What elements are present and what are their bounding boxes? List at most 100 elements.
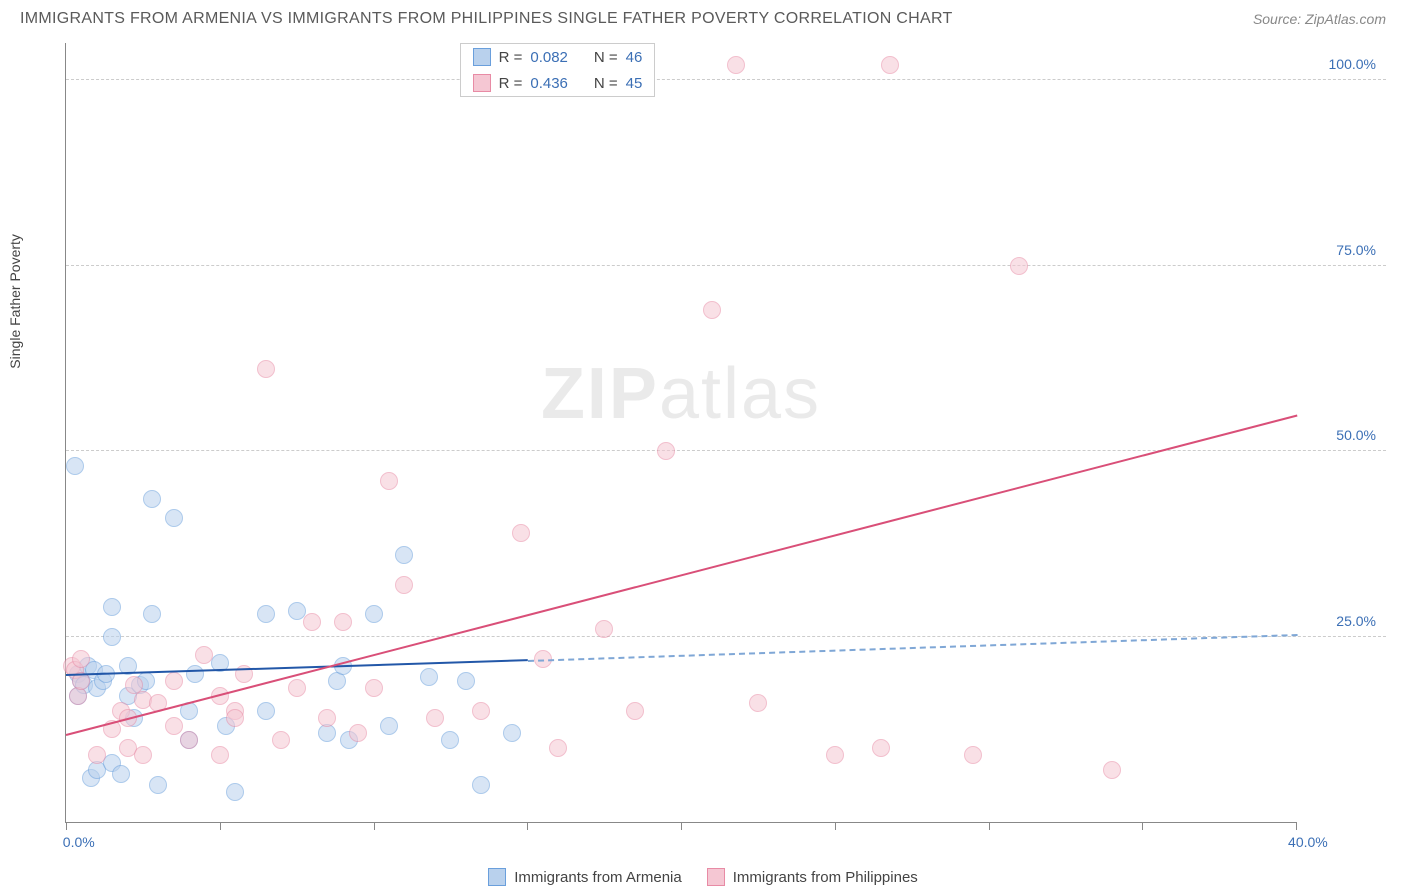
- x-tick-label: 0.0%: [63, 834, 95, 850]
- x-tick: [681, 822, 682, 830]
- data-point: [626, 702, 644, 720]
- data-point: [503, 724, 521, 742]
- data-point: [881, 56, 899, 74]
- data-point: [420, 668, 438, 686]
- header: IMMIGRANTS FROM ARMENIA VS IMMIGRANTS FR…: [0, 0, 1406, 33]
- data-point: [149, 776, 167, 794]
- data-point: [143, 605, 161, 623]
- x-tick-label: 40.0%: [1288, 834, 1328, 850]
- data-point: [395, 546, 413, 564]
- data-point: [472, 702, 490, 720]
- y-tick-label: 75.0%: [1336, 242, 1376, 258]
- legend-row: R = 0.082 N = 46: [461, 44, 655, 70]
- legend-r-label: R =: [499, 75, 523, 92]
- data-point: [964, 746, 982, 764]
- legend-swatch: [473, 48, 491, 66]
- x-tick: [527, 822, 528, 830]
- data-point: [512, 524, 530, 542]
- data-point: [211, 746, 229, 764]
- legend-label: Immigrants from Philippines: [733, 869, 918, 886]
- legend-item: Immigrants from Armenia: [488, 868, 682, 886]
- legend-r-value: 0.082: [530, 49, 568, 66]
- data-point: [180, 731, 198, 749]
- legend-swatch: [488, 868, 506, 886]
- data-point: [1103, 761, 1121, 779]
- data-point: [165, 672, 183, 690]
- data-point: [826, 746, 844, 764]
- data-point: [112, 765, 130, 783]
- data-point: [334, 613, 352, 631]
- legend-n-value: 46: [626, 49, 643, 66]
- chart-area: Single Father Poverty ZIPatlas R =0.082N…: [50, 33, 1386, 823]
- data-point: [143, 490, 161, 508]
- gridline: [66, 450, 1386, 451]
- data-point: [257, 605, 275, 623]
- x-tick: [66, 822, 67, 830]
- x-tick: [835, 822, 836, 830]
- x-tick: [374, 822, 375, 830]
- y-tick-label: 50.0%: [1336, 427, 1376, 443]
- gridline: [66, 265, 1386, 266]
- watermark: ZIPatlas: [541, 353, 821, 435]
- trend-line: [66, 414, 1297, 735]
- data-point: [457, 672, 475, 690]
- data-point: [195, 646, 213, 664]
- data-point: [165, 509, 183, 527]
- gridline: [66, 636, 1386, 637]
- data-point: [134, 746, 152, 764]
- data-point: [103, 598, 121, 616]
- data-point: [257, 360, 275, 378]
- data-point: [365, 679, 383, 697]
- data-point: [595, 620, 613, 638]
- legend-row: R = 0.436 N = 45: [461, 70, 655, 96]
- legend-label: Immigrants from Armenia: [514, 869, 682, 886]
- x-tick: [1142, 822, 1143, 830]
- data-point: [872, 739, 890, 757]
- data-point: [472, 776, 490, 794]
- x-tick: [989, 822, 990, 830]
- y-tick-label: 100.0%: [1329, 56, 1376, 72]
- data-point: [257, 702, 275, 720]
- gridline: [66, 79, 1386, 80]
- x-tick: [220, 822, 221, 830]
- data-point: [441, 731, 459, 749]
- data-point: [395, 576, 413, 594]
- data-point: [727, 56, 745, 74]
- data-point: [380, 472, 398, 490]
- legend-item: Immigrants from Philippines: [707, 868, 918, 886]
- series-legend: Immigrants from Armenia Immigrants from P…: [0, 868, 1406, 886]
- data-point: [226, 783, 244, 801]
- y-tick-label: 25.0%: [1336, 613, 1376, 629]
- data-point: [749, 694, 767, 712]
- data-point: [186, 665, 204, 683]
- legend-r-value: 0.436: [530, 75, 568, 92]
- data-point: [380, 717, 398, 735]
- data-point: [703, 301, 721, 319]
- data-point: [365, 605, 383, 623]
- source-label: Source: ZipAtlas.com: [1253, 11, 1386, 27]
- data-point: [72, 650, 90, 668]
- data-point: [318, 709, 336, 727]
- trend-line: [528, 634, 1297, 662]
- data-point: [1010, 257, 1028, 275]
- data-point: [103, 628, 121, 646]
- data-point: [549, 739, 567, 757]
- data-point: [226, 709, 244, 727]
- scatter-plot: ZIPatlas R =0.082N =46R =0.436N =45 25.0…: [65, 43, 1296, 823]
- data-point: [165, 717, 183, 735]
- legend-n-label: N =: [594, 49, 618, 66]
- correlation-legend: R = 0.082 N = 46 R = 0.436 N = 45: [460, 43, 656, 97]
- data-point: [88, 746, 106, 764]
- legend-swatch: [707, 868, 725, 886]
- y-axis-label: Single Father Poverty: [7, 234, 23, 369]
- data-point: [426, 709, 444, 727]
- legend-swatch: [473, 74, 491, 92]
- data-point: [66, 457, 84, 475]
- chart-title: IMMIGRANTS FROM ARMENIA VS IMMIGRANTS FR…: [20, 10, 953, 28]
- data-point: [657, 442, 675, 460]
- data-point: [303, 613, 321, 631]
- legend-n-value: 45: [626, 75, 643, 92]
- data-point: [288, 679, 306, 697]
- legend-n-label: N =: [594, 75, 618, 92]
- legend-r-label: R =: [499, 49, 523, 66]
